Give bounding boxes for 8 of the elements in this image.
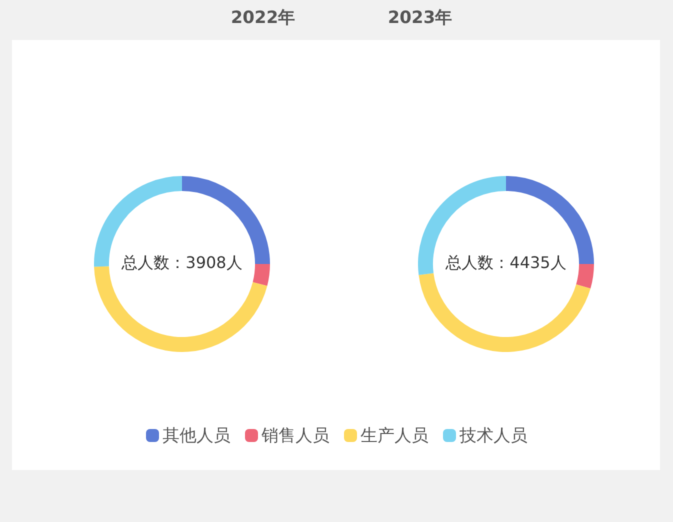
legend-label: 技术人员 — [460, 425, 528, 447]
legend-label: 销售人员 — [262, 425, 330, 447]
legend-label: 生产人员 — [360, 425, 428, 447]
text: 总人数：4435人 — [444, 253, 566, 272]
chart-title: 2022年 — [230, 7, 296, 29]
legend-label: 其他人员 — [162, 425, 230, 447]
text: 总人数：3908人 — [120, 253, 242, 272]
chart-title: 2023年 — [388, 7, 452, 29]
